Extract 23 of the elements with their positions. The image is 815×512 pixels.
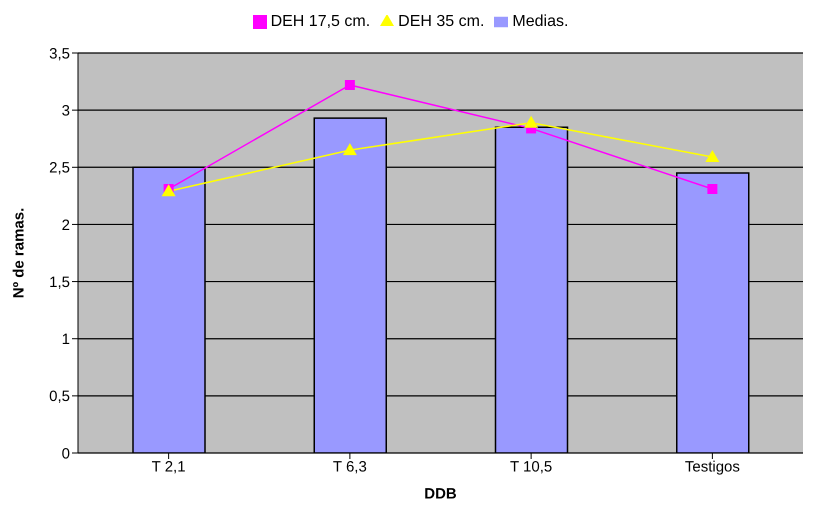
y-tick-label: 1,5 <box>49 274 70 291</box>
legend-label: DEH 17,5 cm. <box>270 13 370 30</box>
y-tick-label: 3 <box>62 102 70 120</box>
y-tick-label: 3,5 <box>49 45 70 62</box>
x-tick-label: Testigos <box>684 458 740 476</box>
point <box>705 150 720 162</box>
y-tick-label: 0,5 <box>49 388 70 406</box>
legend-label: Medias. <box>512 13 568 30</box>
point <box>524 116 538 128</box>
point <box>342 143 357 156</box>
y-tick-label: 1 <box>62 331 70 348</box>
x-tick-label: T 2,1 <box>152 458 186 476</box>
y-tick-label: 2,5 <box>49 160 70 177</box>
y-tick-label: 0 <box>62 445 70 462</box>
y-axis-title: Nº de ramas. <box>10 208 28 298</box>
y-tick-label: 2 <box>62 216 70 234</box>
point <box>162 184 176 196</box>
point <box>344 80 355 90</box>
x-tick-label: T 6,3 <box>332 458 367 476</box>
legend-label: DEH 35 cm. <box>398 13 484 30</box>
x-tick-label: T 10,5 <box>510 458 552 476</box>
x-axis-title: DDB <box>424 486 457 503</box>
point <box>707 184 718 194</box>
